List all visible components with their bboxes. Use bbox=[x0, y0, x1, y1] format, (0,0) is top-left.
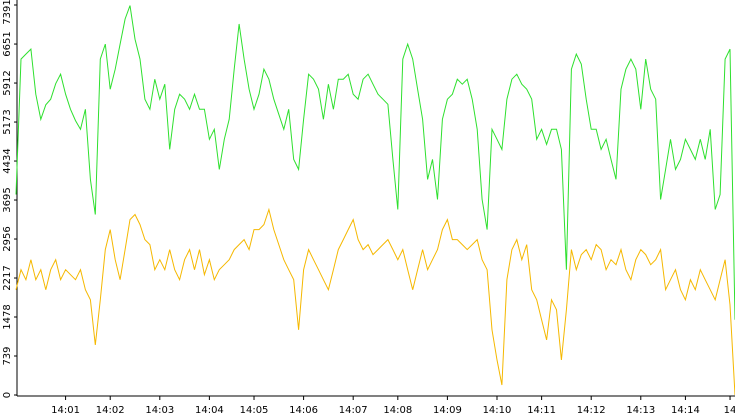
y-tick-label: 5173 bbox=[2, 109, 13, 134]
x-tick-label: 14:13 bbox=[626, 405, 655, 415]
line-series bbox=[15, 5, 735, 320]
y-tick-label: 3695 bbox=[2, 187, 13, 212]
x-tick-label: 14:03 bbox=[145, 405, 174, 415]
y-tick-label: 5912 bbox=[2, 70, 13, 95]
x-tick-label: 14:02 bbox=[96, 405, 125, 415]
line-series bbox=[15, 207, 735, 396]
y-tick-label: 0 bbox=[2, 392, 13, 398]
y-tick-label: 7391 bbox=[2, 0, 13, 25]
x-tick-label: 14:05 bbox=[240, 405, 269, 415]
x-tick-label: 14:14 bbox=[671, 405, 700, 415]
x-tick-label: 14 bbox=[724, 405, 735, 415]
y-tick-label: 6651 bbox=[2, 31, 13, 56]
x-tick-label: 14:11 bbox=[527, 405, 556, 415]
x-tick-label: 14:06 bbox=[289, 405, 318, 415]
x-tick-label: 14:01 bbox=[51, 405, 80, 415]
x-tick-label: 14:07 bbox=[339, 405, 368, 415]
y-tick-label: 1478 bbox=[2, 304, 13, 329]
y-tick-label: 739 bbox=[2, 346, 13, 365]
x-tick-label: 14:04 bbox=[195, 405, 224, 415]
y-tick-label: 2217 bbox=[2, 265, 13, 290]
x-tick-label: 14:09 bbox=[433, 405, 462, 415]
x-tick-label: 14:10 bbox=[483, 405, 512, 415]
x-tick-label: 14:12 bbox=[577, 405, 606, 415]
y-tick-label: 4434 bbox=[2, 148, 13, 173]
x-tick-label: 14:08 bbox=[383, 405, 412, 415]
y-tick-label: 2956 bbox=[2, 226, 13, 251]
